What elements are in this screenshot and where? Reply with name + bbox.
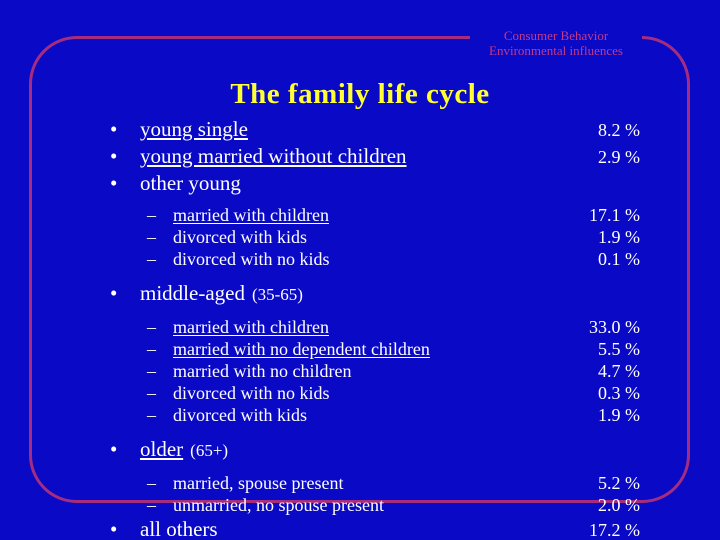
percentage-value: 5.2 % — [598, 473, 640, 493]
header-section-name: Environmental influences — [489, 43, 623, 58]
bullet-icon: • — [110, 117, 118, 141]
list-item: • middle-aged (35-65) — [110, 280, 640, 308]
list-item-label: married with children — [173, 205, 329, 225]
list-item-label: young married without children — [140, 144, 407, 168]
list-item-age-range: (35-65) — [251, 285, 303, 304]
percentage-value: 0.1 % — [598, 249, 640, 269]
list-item: – married with no children 4.7 % — [147, 360, 640, 382]
bullet-icon: • — [110, 144, 118, 168]
list-item: – unmarried, no spouse present 2.0 % — [147, 494, 640, 516]
dash-icon: – — [147, 205, 156, 225]
list-item: • young single 8.2 % — [110, 116, 640, 143]
list-item: – married with no dependent children 5.5… — [147, 338, 640, 360]
dash-icon: – — [147, 361, 156, 381]
dash-icon: – — [147, 383, 156, 403]
percentage-value: 0.3 % — [598, 383, 640, 403]
bullet-icon: • — [110, 171, 118, 195]
dash-icon: – — [147, 227, 156, 247]
bullet-icon: • — [110, 281, 118, 305]
header-course-name: Consumer Behavior — [503, 28, 609, 43]
list-item-label: divorced with kids — [173, 227, 307, 247]
dash-icon: – — [147, 405, 156, 425]
bullet-icon: • — [110, 437, 118, 461]
percentage-value: 2.9 % — [598, 147, 640, 167]
list-item: – divorced with no kids 0.3 % — [147, 382, 640, 404]
list-item-label: unmarried, no spouse present — [173, 495, 384, 515]
list-item-label: married, spouse present — [173, 473, 344, 493]
percentage-value: 5.5 % — [598, 339, 640, 359]
list-item-label: divorced with no kids — [173, 383, 330, 403]
list-item: • young married without children 2.9 % — [110, 143, 640, 170]
percentage-value: 33.0 % — [589, 317, 640, 337]
dash-icon: – — [147, 249, 156, 269]
percentage-value: 4.7 % — [598, 361, 640, 381]
percentage-value: 17.1 % — [589, 205, 640, 225]
percentage-value: 2.0 % — [598, 495, 640, 515]
percentage-value: 1.9 % — [598, 227, 640, 247]
dash-icon: – — [147, 473, 156, 493]
list-item: – married with children 17.1 % — [147, 204, 640, 226]
page-title: The family life cycle — [230, 78, 490, 110]
dash-icon: – — [147, 495, 156, 515]
percentage-value: 1.9 % — [598, 405, 640, 425]
list-item-label: divorced with no kids — [173, 249, 330, 269]
list-item: • other young — [110, 170, 640, 196]
list-item: – married with children 33.0 % — [147, 316, 640, 338]
slide-border-frame — [29, 36, 690, 503]
list-item-label: middle-aged — [140, 281, 245, 305]
list-item-label: young single — [140, 117, 248, 141]
list-item-label: older — [140, 437, 184, 461]
list-item: – divorced with kids 1.9 % — [147, 404, 640, 426]
slide-header: Consumer Behavior Environmental influenc… — [470, 27, 642, 60]
bullet-icon: • — [110, 517, 118, 540]
percentage-value: 17.2 % — [589, 520, 640, 540]
list-item-label: all others — [140, 517, 218, 540]
dash-icon: – — [147, 317, 156, 337]
list-item-label: other young — [140, 171, 241, 195]
list-item: – divorced with no kids 0.1 % — [147, 248, 640, 270]
list-item-label: married with no dependent children — [173, 339, 430, 359]
list-item-label: married with no children — [173, 361, 352, 381]
list-item-age-range: (65+) — [190, 441, 229, 460]
list-item-label: divorced with kids — [173, 405, 307, 425]
list-item: • all others 17.2 % — [110, 516, 640, 540]
percentage-value: 8.2 % — [598, 120, 640, 140]
list-item: – married, spouse present 5.2 % — [147, 472, 640, 494]
list-item: • older (65+) — [110, 436, 640, 464]
dash-icon: – — [147, 339, 156, 359]
bullet-list: • young single 8.2 % • young married wit… — [110, 116, 640, 540]
list-item-label: married with children — [173, 317, 329, 337]
list-item: – divorced with kids 1.9 % — [147, 226, 640, 248]
